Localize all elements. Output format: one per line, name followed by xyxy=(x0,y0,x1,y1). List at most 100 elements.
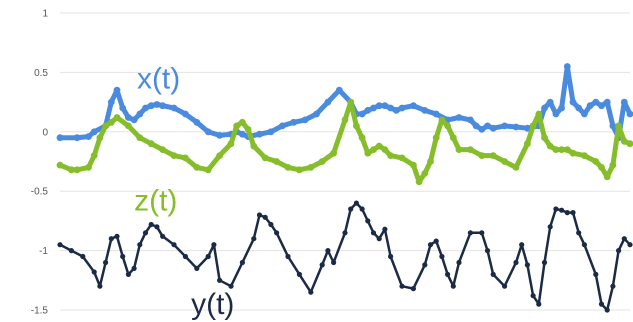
data-point-zt xyxy=(113,114,121,121)
data-point-yt xyxy=(422,262,428,268)
data-point-zt xyxy=(558,146,565,154)
series-yt xyxy=(57,200,633,313)
data-point-xt xyxy=(546,98,554,106)
data-point-zt xyxy=(239,118,246,126)
data-point-zt xyxy=(581,152,588,160)
data-point-xt xyxy=(581,110,588,118)
data-point-xt xyxy=(364,107,372,114)
data-point-xt xyxy=(484,122,491,130)
y-tick-label: -1 xyxy=(39,246,48,257)
data-point-yt xyxy=(68,248,74,254)
data-point-yt xyxy=(171,242,177,248)
data-point-yt xyxy=(490,271,496,277)
data-point-yt xyxy=(239,259,245,266)
data-point-yt xyxy=(610,283,616,289)
data-point-zt xyxy=(552,146,560,154)
data-point-xt xyxy=(598,102,605,110)
data-point-yt xyxy=(57,242,63,248)
data-point-zt xyxy=(615,122,622,130)
data-point-yt xyxy=(325,248,331,254)
data-point-yt xyxy=(450,283,456,289)
data-point-yt xyxy=(621,236,627,242)
data-point-zt xyxy=(529,122,537,130)
data-point-zt xyxy=(563,146,571,154)
data-point-yt xyxy=(114,233,120,239)
data-point-zt xyxy=(296,166,303,174)
data-point-zt xyxy=(347,98,355,106)
data-point-xt xyxy=(370,104,377,112)
data-point-yt xyxy=(616,248,622,254)
data-point-zt xyxy=(375,142,383,150)
data-point-zt xyxy=(449,134,457,142)
data-point-yt xyxy=(502,283,508,289)
data-point-yt xyxy=(433,238,439,244)
y-axis-ticks: 1 0.5 0 -0.5 -1 -1.5 xyxy=(31,9,49,317)
data-point-xt xyxy=(147,102,155,110)
data-point-zt xyxy=(124,122,132,130)
data-point-xt xyxy=(124,114,132,121)
data-point-yt xyxy=(262,214,268,220)
data-point-yt xyxy=(370,230,377,236)
data-point-zt xyxy=(592,158,600,165)
data-point-zt xyxy=(318,158,326,165)
data-point-yt xyxy=(137,242,143,248)
data-point-xt xyxy=(387,104,394,112)
data-point-yt xyxy=(256,212,263,218)
series-label-zt: z(t) xyxy=(134,185,177,218)
data-point-yt xyxy=(519,242,525,248)
data-point-yt xyxy=(217,277,223,283)
data-point-zt xyxy=(307,164,315,171)
data-point-xt xyxy=(501,122,508,130)
data-point-xt xyxy=(392,107,400,114)
data-point-zt xyxy=(427,158,434,165)
data-point-xt xyxy=(467,116,474,124)
data-point-zt xyxy=(244,125,252,133)
data-point-zt xyxy=(216,152,224,160)
data-point-xt xyxy=(159,102,167,110)
data-point-xt xyxy=(182,110,189,118)
data-point-zt xyxy=(467,146,474,154)
y-tick-label: 1 xyxy=(42,9,48,20)
data-point-yt xyxy=(194,265,200,271)
data-point-yt xyxy=(410,286,416,292)
data-point-yt xyxy=(154,224,160,230)
data-point-zt xyxy=(353,122,360,130)
data-point-yt xyxy=(388,253,394,260)
data-point-xt xyxy=(290,118,298,126)
data-point-yt xyxy=(513,259,519,266)
data-point-xt xyxy=(375,102,383,110)
data-point-yt xyxy=(530,293,536,299)
data-point-zt xyxy=(609,161,617,169)
data-point-yt xyxy=(547,224,553,230)
data-point-yt xyxy=(365,218,371,224)
data-point-yt xyxy=(148,221,154,228)
series-layer xyxy=(56,63,633,313)
data-point-yt xyxy=(467,230,473,236)
data-point-zt xyxy=(620,137,628,145)
data-point-xt xyxy=(136,110,144,118)
data-point-xt xyxy=(478,125,486,133)
data-point-xt xyxy=(216,132,224,139)
grid-layer xyxy=(60,12,630,311)
data-point-yt xyxy=(376,236,382,242)
data-point-yt xyxy=(484,248,491,254)
data-point-zt xyxy=(524,140,531,148)
data-point-yt xyxy=(160,233,166,239)
data-point-yt xyxy=(142,230,149,236)
y-tick-label: -1.5 xyxy=(31,306,49,317)
data-point-xt xyxy=(455,114,463,121)
data-point-yt xyxy=(353,200,359,206)
data-point-xt xyxy=(569,98,577,106)
data-point-zt xyxy=(90,152,98,160)
data-point-xt xyxy=(552,110,560,118)
data-point-yt xyxy=(479,230,485,236)
data-point-zt xyxy=(432,134,440,142)
data-point-xt xyxy=(432,110,440,118)
data-point-xt xyxy=(421,107,429,114)
data-point-yt xyxy=(205,253,211,260)
data-point-zt xyxy=(489,152,497,160)
data-point-yt xyxy=(308,289,314,295)
data-point-zt xyxy=(444,122,451,130)
data-point-xt xyxy=(563,63,571,70)
